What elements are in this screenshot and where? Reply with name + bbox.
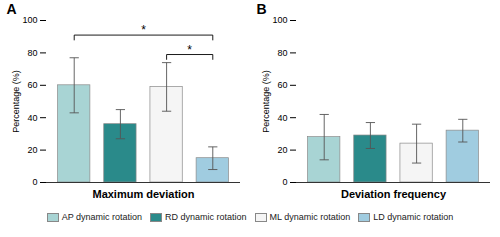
html-text:LD dynamic rotation: LD dynamic rotation xyxy=(373,212,454,222)
svg-text:60: 60 xyxy=(277,80,287,90)
svg-text:20: 20 xyxy=(27,145,37,155)
svg-text:60: 60 xyxy=(27,80,37,90)
svg-text:B: B xyxy=(257,1,267,17)
svg-text:80: 80 xyxy=(277,48,287,58)
svg-text:*: * xyxy=(141,23,146,37)
svg-text:*: * xyxy=(187,43,192,57)
svg-text:40: 40 xyxy=(27,113,37,123)
svg-text:80: 80 xyxy=(27,48,37,58)
html-text:AP dynamic rotation: AP dynamic rotation xyxy=(61,212,142,222)
svg-text:40: 40 xyxy=(277,113,287,123)
svg-text:A: A xyxy=(7,1,17,17)
svg-text:Maximum deviation: Maximum deviation xyxy=(92,188,194,200)
svg-text:Percentage (%): Percentage (%) xyxy=(261,70,271,133)
svg-text:100: 100 xyxy=(22,15,37,25)
svg-text:0: 0 xyxy=(282,177,287,187)
svg-text:0: 0 xyxy=(32,177,37,187)
html-text:ML dynamic rotation: ML dynamic rotation xyxy=(269,212,351,222)
svg-text:Deviation frequency: Deviation frequency xyxy=(341,188,447,200)
svg-text:20: 20 xyxy=(277,145,287,155)
svg-text:Percentage (%): Percentage (%) xyxy=(11,70,21,133)
html-text:RD dynamic rotation: RD dynamic rotation xyxy=(165,212,247,222)
svg-text:100: 100 xyxy=(272,15,287,25)
